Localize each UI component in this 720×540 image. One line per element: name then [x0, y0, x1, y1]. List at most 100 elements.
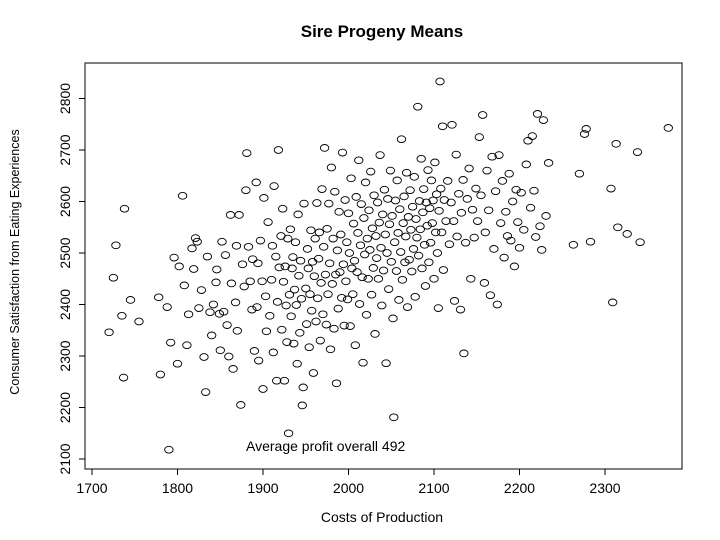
data-point: [232, 326, 242, 335]
data-point: [484, 206, 494, 215]
data-point: [419, 240, 430, 249]
data-point: [183, 310, 194, 319]
data-point: [228, 365, 238, 373]
data-point: [455, 305, 466, 314]
data-point: [277, 325, 287, 334]
data-point: [384, 285, 394, 293]
data-point: [434, 206, 444, 215]
x-tick-label: 2000: [333, 480, 364, 496]
data-point: [273, 146, 284, 154]
data-point: [314, 228, 325, 237]
data-point: [420, 282, 431, 290]
data-point: [371, 232, 381, 240]
data-point: [415, 225, 425, 234]
data-point: [307, 257, 318, 266]
data-point: [379, 185, 390, 194]
plot-frame: [84, 62, 683, 470]
data-point: [426, 176, 437, 185]
data-point: [334, 207, 344, 216]
data-point: [189, 265, 199, 273]
data-point: [348, 219, 359, 228]
data-point: [387, 212, 397, 220]
data-point: [531, 233, 541, 241]
data-point: [365, 246, 375, 254]
data-point: [444, 240, 455, 249]
data-point: [399, 192, 409, 201]
data-point: [242, 149, 252, 157]
data-point: [613, 223, 623, 232]
data-point: [358, 358, 368, 367]
data-point: [398, 219, 408, 227]
data-point: [354, 300, 365, 308]
data-point: [377, 301, 387, 310]
data-point: [329, 324, 339, 333]
data-point: [283, 429, 294, 438]
data-point: [416, 154, 426, 163]
data-point: [220, 251, 231, 259]
data-point: [172, 359, 183, 368]
data-point: [411, 215, 421, 223]
y-axis-label: Consumer Satisfaction from Eating Experi…: [8, 129, 22, 394]
data-point: [506, 236, 516, 245]
data-point: [222, 321, 232, 329]
data-point: [508, 197, 518, 206]
data-point: [464, 164, 474, 173]
data-point: [201, 388, 211, 396]
data-point: [360, 178, 371, 187]
data-point: [253, 259, 263, 268]
data-point: [408, 245, 419, 253]
data-point: [396, 248, 406, 256]
data-point: [412, 233, 422, 242]
data-point: [316, 279, 326, 287]
data-point: [381, 359, 391, 368]
y-tick-label: 2500: [57, 237, 73, 268]
data-point: [330, 187, 340, 196]
data-point: [489, 245, 499, 253]
data-point: [443, 177, 453, 185]
data-point: [407, 267, 417, 276]
data-point: [370, 330, 380, 338]
data-point: [354, 156, 364, 165]
x-tick-label: 2200: [504, 480, 535, 496]
data-point: [297, 401, 307, 410]
data-point: [532, 110, 543, 118]
data-point: [436, 184, 446, 193]
data-point: [321, 320, 331, 329]
data-point: [285, 225, 296, 234]
data-point: [499, 253, 509, 262]
data-point: [350, 341, 360, 350]
data-point: [357, 273, 367, 282]
data-point: [324, 199, 334, 208]
data-point: [290, 238, 301, 247]
data-point: [516, 188, 526, 197]
data-point: [108, 273, 119, 282]
data-point: [394, 296, 404, 304]
data-point: [318, 310, 328, 319]
data-point: [413, 102, 423, 111]
data-point: [632, 148, 643, 156]
data-point: [519, 225, 529, 234]
data-point: [361, 310, 372, 319]
data-point: [294, 271, 304, 280]
data-point: [346, 174, 356, 183]
data-point: [363, 274, 373, 283]
data-point: [311, 317, 321, 326]
data-point: [217, 237, 227, 246]
data-point: [226, 279, 237, 288]
y-axis: 2100 2200 2300 2400 2500 2600 2700 2800: [57, 83, 86, 475]
data-point: [268, 348, 278, 357]
data-point: [199, 353, 209, 361]
data-point: [286, 312, 296, 321]
data-point: [231, 241, 242, 250]
data-point: [476, 191, 486, 200]
data-point: [291, 301, 301, 309]
data-point: [378, 210, 388, 219]
y-tick-label: 2400: [57, 289, 73, 320]
data-point: [111, 241, 121, 250]
data-point: [278, 277, 289, 286]
data-point: [215, 346, 225, 355]
data-point: [527, 132, 537, 140]
data-point: [509, 262, 520, 271]
data-point: [177, 191, 188, 200]
data-point: [239, 282, 249, 291]
